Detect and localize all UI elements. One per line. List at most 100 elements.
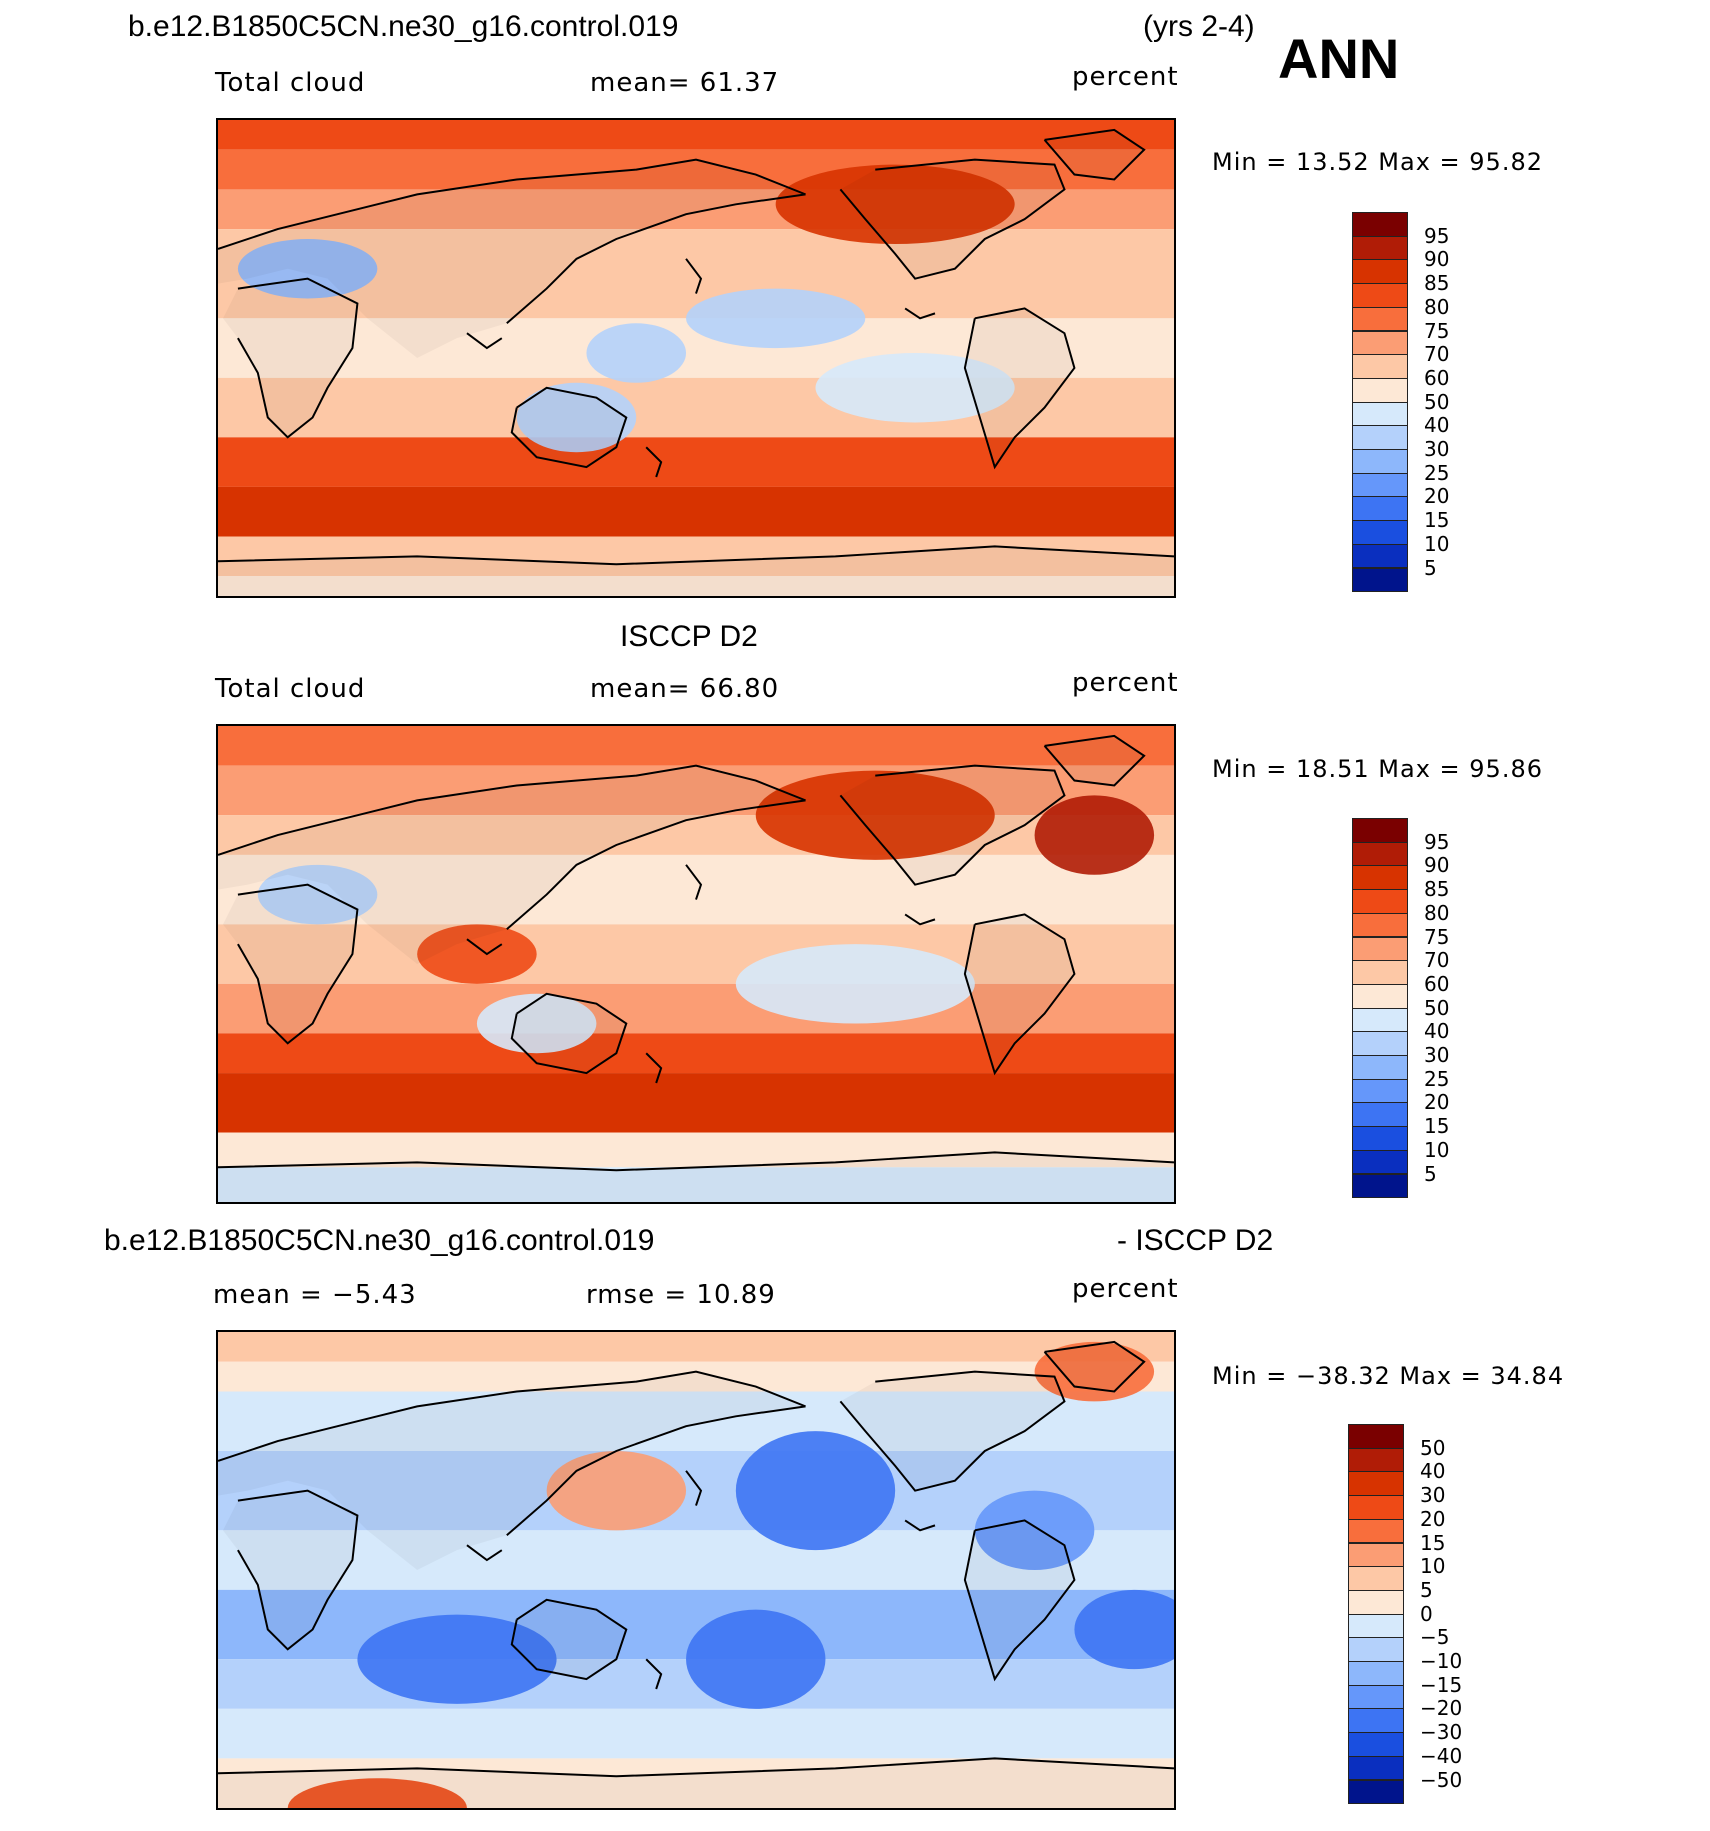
colorbar-tick-label: 10 bbox=[1420, 1554, 1446, 1579]
colorbar-tick-label: −30 bbox=[1420, 1720, 1463, 1745]
land-shade bbox=[964, 308, 1075, 468]
colorbar-tick-label: 80 bbox=[1424, 900, 1450, 925]
colorbar-box bbox=[1352, 401, 1408, 427]
contour-band bbox=[218, 815, 1174, 855]
colorbar-box bbox=[1352, 912, 1408, 938]
colorbar-box bbox=[1348, 1755, 1404, 1781]
coastline bbox=[685, 864, 703, 900]
map-canvas bbox=[218, 1332, 1174, 1808]
panel-1-field-label: Total cloud bbox=[215, 68, 366, 98]
contour-region bbox=[257, 864, 378, 925]
coastline bbox=[839, 158, 1066, 280]
colorbar-tick-label: 50 bbox=[1420, 1435, 1446, 1460]
colorbar-box bbox=[1348, 1613, 1404, 1639]
contour-band bbox=[218, 486, 1174, 537]
coastline bbox=[685, 1470, 703, 1506]
land-shade bbox=[511, 387, 627, 468]
panel-3-units-label: percent bbox=[1072, 1274, 1179, 1304]
coastline bbox=[510, 992, 628, 1075]
contour-band bbox=[218, 1132, 1174, 1168]
colorbar-box bbox=[1348, 1708, 1404, 1734]
colorbar-box bbox=[1352, 330, 1408, 356]
colorbar-box bbox=[1348, 1424, 1404, 1449]
coastline bbox=[685, 258, 703, 294]
contour-region bbox=[1034, 1341, 1155, 1402]
land-shade bbox=[222, 278, 358, 438]
colorbar-tick-label: 70 bbox=[1424, 342, 1450, 367]
coastline bbox=[963, 1519, 1076, 1682]
land-shade bbox=[840, 765, 1065, 885]
contour-region bbox=[417, 924, 537, 984]
contour-band bbox=[218, 149, 1174, 190]
colorbar-box bbox=[1352, 1126, 1408, 1151]
colorbar-tick-label: 0 bbox=[1420, 1601, 1433, 1626]
colorbar-tick-label: 50 bbox=[1424, 389, 1450, 414]
land-shade bbox=[222, 884, 358, 1044]
colorbar-tick-label: 40 bbox=[1420, 1459, 1446, 1484]
land-shade bbox=[1044, 129, 1145, 180]
contour-region bbox=[586, 323, 687, 383]
panel-3-difference-map bbox=[216, 1330, 1176, 1810]
coastline bbox=[466, 332, 503, 350]
colorbar-box bbox=[1352, 212, 1408, 237]
colorbar-box bbox=[1352, 354, 1408, 379]
colorbar-tick-label: 15 bbox=[1424, 1114, 1450, 1139]
years-label: (yrs 2-4) bbox=[1143, 10, 1255, 43]
coastline bbox=[506, 193, 806, 325]
contour-band bbox=[218, 1361, 1174, 1392]
colorbar-box bbox=[1352, 889, 1408, 914]
land-shade bbox=[511, 1599, 627, 1680]
colorbar-tick-label: 10 bbox=[1424, 1137, 1450, 1162]
colorbar-tick-label: −10 bbox=[1420, 1649, 1463, 1673]
contour-region bbox=[357, 1614, 557, 1704]
coastline bbox=[218, 1370, 806, 1462]
panel-1-minmax-label: Min = 13.52 Max = 95.82 bbox=[1212, 148, 1543, 176]
land-shade bbox=[218, 159, 806, 358]
panel-1-model-map bbox=[216, 118, 1176, 598]
coastline bbox=[237, 883, 359, 1045]
map-canvas bbox=[218, 120, 1174, 596]
colorbar-tick-label: 15 bbox=[1420, 1530, 1446, 1555]
colorbar-tick-label: 30 bbox=[1424, 1043, 1450, 1067]
land-shade bbox=[218, 1371, 806, 1570]
colorbar-tick-label: 75 bbox=[1424, 924, 1450, 949]
contour-band bbox=[218, 765, 1174, 816]
colorbar-box bbox=[1352, 306, 1408, 332]
colorbar-box bbox=[1348, 1779, 1404, 1805]
colorbar-tick-label: 95 bbox=[1424, 829, 1450, 854]
contour-region bbox=[516, 382, 637, 453]
coastline bbox=[218, 764, 806, 856]
colorbar-box bbox=[1352, 543, 1408, 569]
land-shade bbox=[964, 1520, 1075, 1680]
colorbar-box bbox=[1352, 235, 1408, 261]
colorbar-box bbox=[1348, 1566, 1404, 1591]
colorbar-box bbox=[1352, 1055, 1408, 1080]
case-title: b.e12.B1850C5CN.ne30_g16.control.019 bbox=[128, 10, 679, 43]
coastline bbox=[218, 1757, 1174, 1778]
colorbar-tick-label: 10 bbox=[1424, 531, 1450, 556]
colorbar-box bbox=[1348, 1661, 1404, 1686]
contour-band bbox=[218, 983, 1174, 1034]
colorbar-box bbox=[1348, 1684, 1404, 1710]
coastline bbox=[466, 1544, 503, 1562]
colorbar-box bbox=[1352, 983, 1408, 1009]
coastline bbox=[645, 1658, 663, 1690]
colorbar-tick-label: −20 bbox=[1420, 1696, 1463, 1721]
colorbar-tick-label: 30 bbox=[1420, 1483, 1446, 1508]
colorbar-tick-label: 40 bbox=[1424, 413, 1450, 438]
panel-1-mean-label: mean= 61.37 bbox=[590, 68, 780, 98]
contour-region bbox=[476, 993, 597, 1054]
colorbar-tick-label: 25 bbox=[1424, 1066, 1450, 1091]
coastline bbox=[839, 1370, 1066, 1492]
coastline bbox=[963, 913, 1076, 1076]
colorbar-tick-label: 30 bbox=[1424, 437, 1450, 461]
coastline bbox=[1043, 1340, 1146, 1393]
colorbar-tick-label: 95 bbox=[1424, 223, 1450, 248]
colorbar-tick-label: 80 bbox=[1424, 294, 1450, 319]
contour-band bbox=[218, 189, 1174, 230]
contour-region bbox=[1034, 795, 1155, 875]
colorbar-box bbox=[1352, 449, 1408, 474]
colorbar-tick-label: 60 bbox=[1424, 365, 1450, 390]
coastline bbox=[839, 764, 1066, 886]
panel-2-mean-label: mean= 66.80 bbox=[590, 674, 780, 704]
